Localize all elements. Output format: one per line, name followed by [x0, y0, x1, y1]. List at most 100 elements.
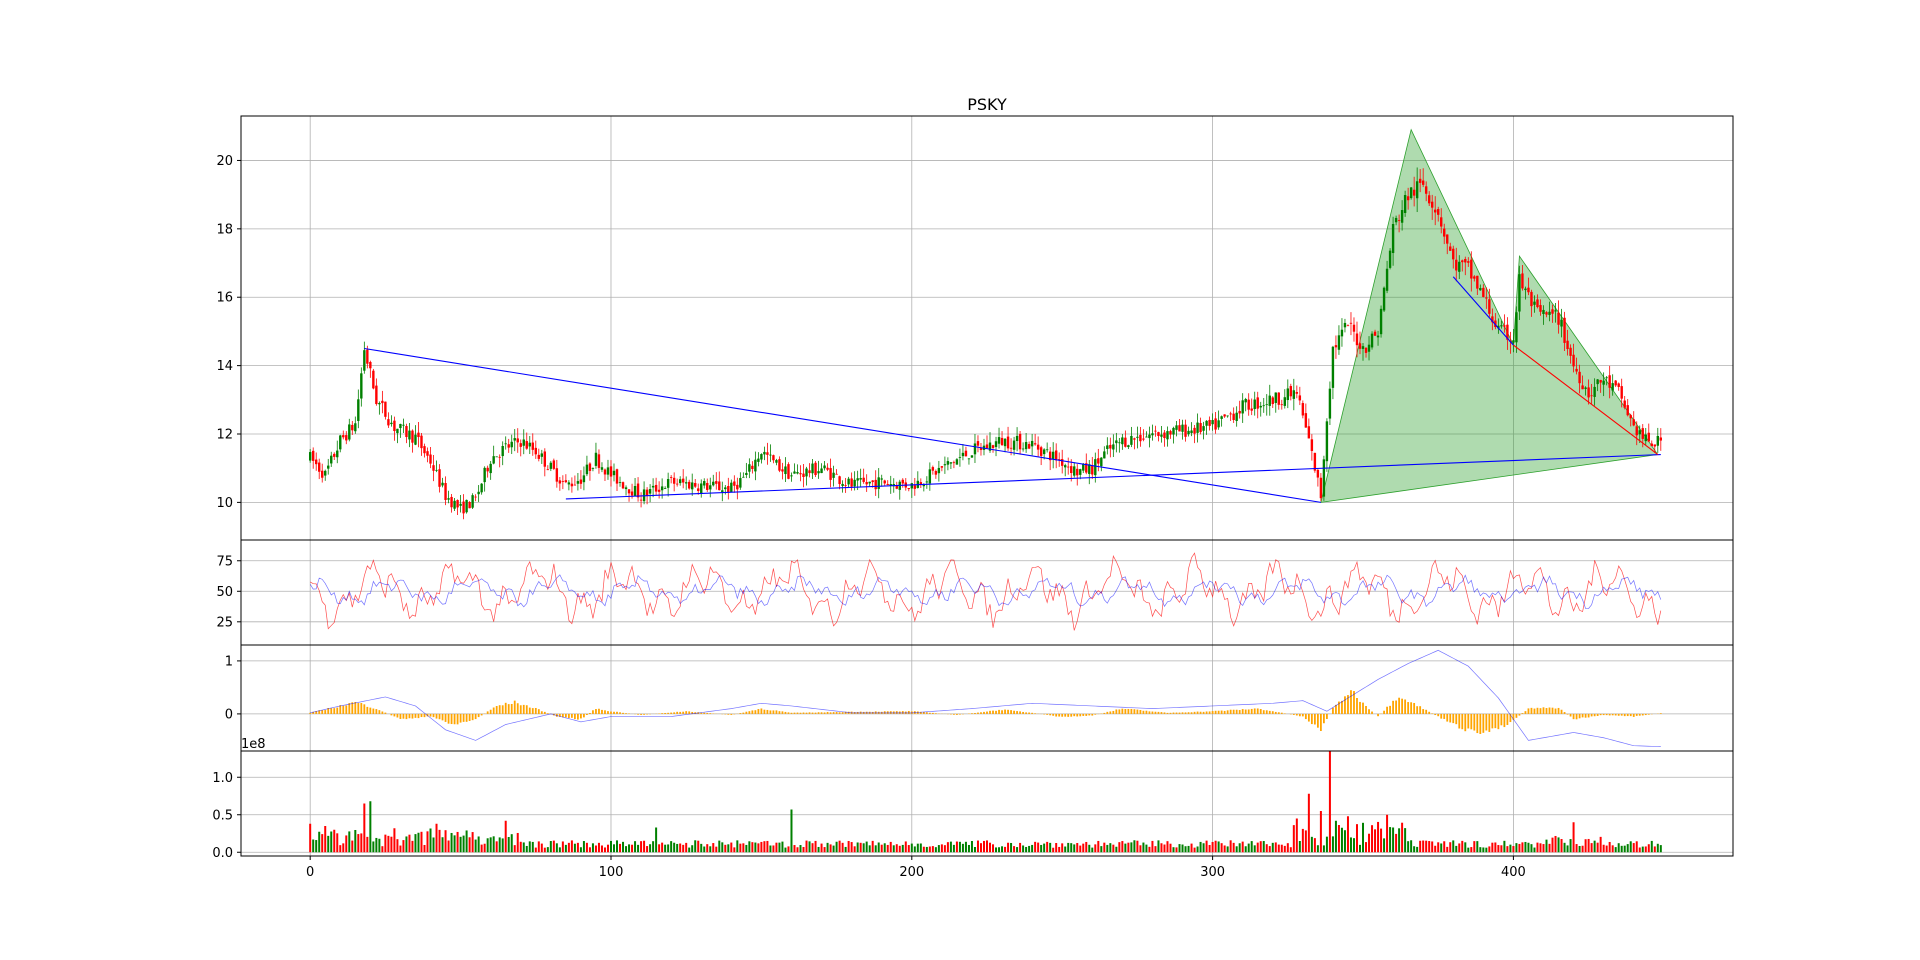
- macd-bar-34: [411, 713, 414, 719]
- macd-bar-419: [1569, 713, 1572, 717]
- volume-bar-257: [1082, 843, 1085, 853]
- volume-bar-118: [664, 844, 667, 853]
- candle-334: [1313, 452, 1317, 473]
- macd-bar-160: [790, 712, 793, 714]
- candle-44: [441, 477, 444, 488]
- volume-bar-438: [1626, 844, 1629, 853]
- volume-bar-397: [1503, 840, 1506, 853]
- macd-bar-318: [1265, 710, 1268, 714]
- macd-bar-54: [471, 713, 474, 721]
- volume-bar-432: [1608, 841, 1611, 853]
- candle-18: [363, 341, 366, 374]
- macd-bar-374: [1434, 713, 1437, 716]
- macd-bar-207: [931, 712, 934, 714]
- volume-bar-297: [1202, 843, 1205, 853]
- macd-bar-342: [1338, 701, 1340, 714]
- volume-bar-355: [1377, 821, 1380, 853]
- candle-202: [916, 471, 920, 489]
- macd-bar-310: [1241, 709, 1244, 714]
- candle-348: [1355, 321, 1359, 358]
- macd-bar-390: [1482, 713, 1485, 733]
- macd-bar-393: [1491, 713, 1494, 729]
- volume-bar-263: [1100, 846, 1103, 853]
- candle-444: [1644, 427, 1647, 445]
- candle-325: [1286, 379, 1290, 409]
- volume-bar-102: [616, 840, 619, 853]
- macd-bar-401: [1515, 713, 1518, 718]
- macd-bar-64: [501, 705, 504, 714]
- volume-bar-422: [1578, 845, 1581, 853]
- volume-bar-171: [823, 847, 826, 853]
- volume-bar-223: [979, 843, 982, 853]
- candle-268: [1115, 432, 1118, 453]
- macd-bar-199: [907, 710, 910, 714]
- volume-bar-360: [1392, 827, 1395, 853]
- candle-106: [627, 489, 631, 502]
- volume-bar-423: [1581, 845, 1584, 853]
- macd-bar-382: [1458, 713, 1461, 729]
- macd-bar-259: [1088, 713, 1091, 716]
- candle-70: [519, 439, 522, 457]
- volume-bar-448: [1656, 843, 1659, 853]
- candle-304: [1223, 414, 1226, 418]
- macd-bar-111: [643, 713, 645, 715]
- volume-bar-199: [907, 845, 910, 853]
- macd-bar-33: [408, 713, 411, 719]
- candle-154: [772, 454, 775, 464]
- candle-240: [1030, 433, 1034, 456]
- candle-428: [1596, 379, 1599, 392]
- macd-bar-266: [1109, 711, 1112, 714]
- macd-bar-328: [1295, 713, 1298, 716]
- candle-140: [730, 479, 733, 493]
- candle-42: [435, 460, 438, 473]
- candle-328: [1295, 385, 1299, 399]
- volume-bar-282: [1157, 840, 1160, 853]
- volume-bar-180: [850, 842, 853, 853]
- candle-147: [751, 461, 754, 474]
- macd-bar-23: [378, 710, 381, 714]
- candle-317: [1262, 397, 1265, 413]
- macd-bar-379: [1449, 713, 1452, 723]
- candle-292: [1187, 426, 1190, 437]
- volume-bar-445: [1647, 844, 1650, 853]
- candle-205: [925, 476, 929, 489]
- volume-bar-393: [1491, 842, 1494, 853]
- macd-bar-361: [1395, 700, 1397, 714]
- candle-385: [1467, 257, 1470, 267]
- volume-bar-174: [832, 845, 835, 853]
- candle-196: [898, 479, 901, 500]
- candle-321: [1274, 392, 1277, 413]
- volume-bar-368: [1416, 846, 1419, 853]
- macd-bar-127: [691, 711, 694, 714]
- macd-bar-6: [327, 708, 330, 714]
- volume-bar-343: [1340, 827, 1343, 853]
- candle-255: [1076, 464, 1079, 486]
- macd-bar-440: [1632, 713, 1635, 717]
- volume-bar-188: [874, 845, 877, 853]
- macd-bar-276: [1139, 710, 1142, 714]
- candle-10: [339, 434, 342, 453]
- candle-46: [447, 490, 450, 504]
- volume-bar-56: [477, 836, 480, 853]
- macd-bar-232: [1007, 709, 1009, 714]
- candle-262: [1097, 448, 1100, 472]
- macd-bar-319: [1268, 710, 1271, 714]
- candle-132: [706, 478, 709, 492]
- volume-bar-27: [390, 836, 393, 853]
- macd-bar-313: [1250, 708, 1253, 714]
- volume-bar-129: [697, 840, 700, 853]
- volume-bar-29: [396, 839, 399, 853]
- volume-bar-311: [1244, 846, 1247, 853]
- candle-316: [1259, 401, 1262, 417]
- volume-bar-18: [363, 803, 366, 853]
- volume-bar-412: [1548, 843, 1551, 853]
- volume-bar-261: [1094, 844, 1097, 853]
- macd-bar-168: [814, 712, 817, 714]
- candle-387: [1473, 275, 1476, 282]
- price-ytick-label-3: 16: [216, 291, 233, 306]
- candle-12: [345, 431, 348, 445]
- candle-351: [1364, 347, 1368, 358]
- candle-309: [1238, 400, 1241, 419]
- candle-29: [396, 428, 399, 444]
- trendline-1: [565, 453, 1661, 500]
